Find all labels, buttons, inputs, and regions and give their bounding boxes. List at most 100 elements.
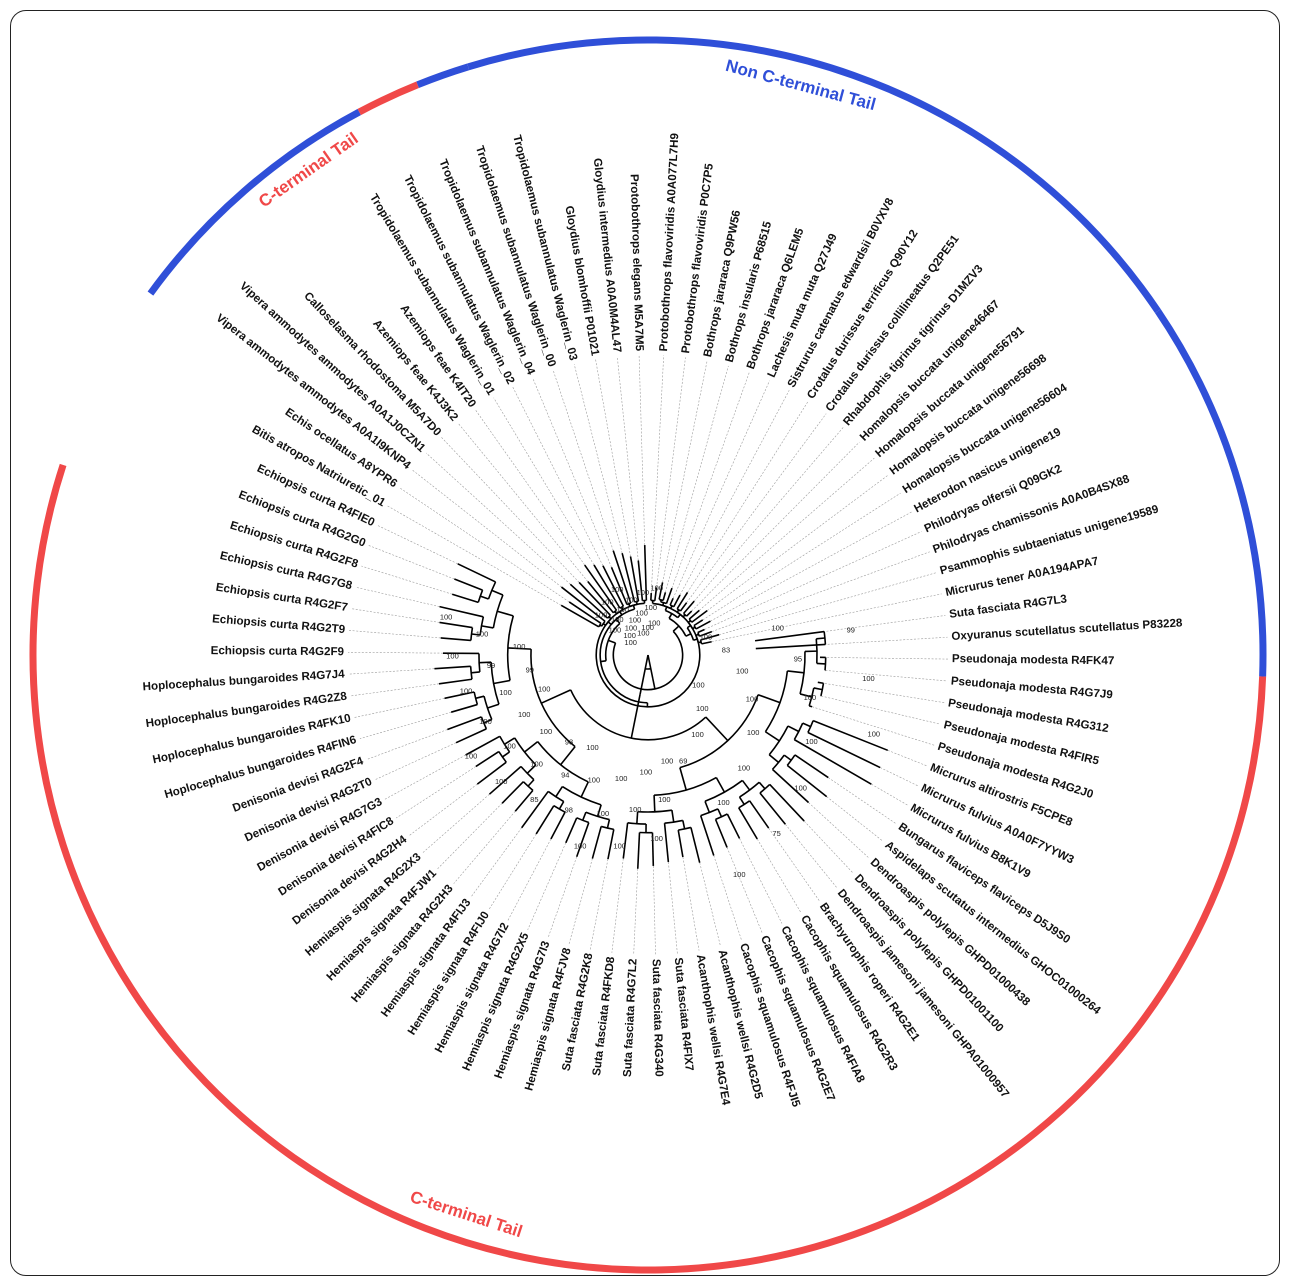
leader-line (387, 505, 562, 606)
bootstrap-value: 95 (794, 654, 802, 663)
leader-line (887, 750, 927, 767)
tip-branch (578, 581, 611, 616)
bootstrap-value: 99 (526, 665, 534, 674)
c-terminal-arc (29, 463, 1267, 1274)
tip-branch (676, 591, 689, 610)
branch-arc (669, 604, 675, 608)
bootstrap-value: 85 (530, 795, 538, 804)
internal-branch (527, 779, 535, 787)
tip-branch (560, 604, 600, 628)
tip-branch (569, 583, 609, 619)
leader-line (710, 511, 912, 622)
taxon-label-suta-fasciata-r4fix7: Suta fasciata R4FIX7 (672, 957, 696, 1072)
taxon-label-pseudonaja-modesta-r4fk47: Pseudonaja modesta R4FK47 (952, 652, 1115, 667)
bootstrap-value: 100 (440, 612, 453, 621)
leader-line (616, 356, 639, 561)
bootstrap-value: 100 (658, 795, 671, 804)
leader-line (719, 572, 937, 635)
tip-branch (693, 619, 704, 627)
internal-branch (501, 751, 511, 758)
internal-branch (600, 659, 607, 663)
leader-line (682, 856, 700, 951)
tip-branch (654, 587, 658, 601)
tip-branch (636, 832, 641, 869)
tip-branch (465, 735, 501, 756)
leader-lines (348, 355, 948, 955)
internal-branch (704, 800, 711, 813)
taxon-label-pseudonaja-modesta-r4g7j9: Pseudonaja modesta R4G7J9 (950, 674, 1113, 701)
bootstrap-value: 100 (586, 743, 599, 752)
leader-line (361, 565, 453, 595)
leader-line (470, 827, 522, 898)
leader-line (475, 409, 585, 566)
internal-branch (715, 777, 726, 793)
bootstrap-value: 94 (561, 771, 569, 780)
internal-branch (608, 639, 616, 644)
tip-branch (438, 678, 473, 685)
leader-line (399, 487, 570, 603)
internal-branch (679, 767, 687, 791)
c-terminal-arc-top-lower (357, 81, 419, 116)
branch-arc (477, 589, 484, 603)
tip-branch (637, 560, 644, 601)
branch-arc (600, 825, 614, 831)
tip-branch (685, 610, 693, 617)
tip-branch (794, 754, 829, 779)
internal-branch (483, 718, 493, 724)
bootstrap-value: 100 (615, 774, 628, 783)
internal-branch (479, 661, 492, 664)
leader-line (699, 457, 875, 611)
bootstrap-value: 100 (611, 585, 624, 594)
tip-branch (593, 564, 621, 609)
tip-branch (793, 738, 872, 785)
leader-line (755, 615, 946, 642)
bootstrap-value: 100 (771, 624, 784, 633)
tip-branch (688, 609, 700, 620)
leader-line (785, 824, 838, 889)
internal-branch (480, 595, 489, 600)
leader-line (493, 397, 595, 566)
leader-line (359, 711, 452, 739)
tip-branch (679, 602, 688, 612)
leader-line (441, 437, 580, 583)
branch-arc (479, 616, 485, 636)
leader-line (756, 838, 802, 914)
branch-arc (664, 819, 683, 825)
leader-line (411, 469, 562, 588)
bootstrap-value: 100 (868, 729, 881, 738)
branch-arc (771, 754, 785, 770)
leader-line (671, 372, 750, 589)
taxon-labels: Protobothrops flavoviridis A0A077L7H9 Pro… (142, 132, 1183, 1109)
tip-branch (612, 550, 632, 604)
internal-branch (504, 737, 516, 745)
tip-branch (450, 703, 478, 713)
bootstrap-value: 100 (625, 623, 638, 632)
internal-branch (540, 689, 572, 704)
bootstrap-value: 100 (746, 695, 759, 704)
tip-branch (700, 633, 720, 641)
internal-branch (705, 716, 729, 742)
branch-arc (665, 609, 679, 619)
tip-branch (454, 578, 483, 591)
leader-line (825, 670, 947, 682)
bootstrap-value: 100 (637, 629, 650, 638)
taxon-label-protobothrops-flavoviridis-a0a077l7h9: Protobothrops flavoviridis A0A077L7H9 (657, 132, 681, 352)
internal-branch (555, 786, 564, 798)
tip-branch (691, 609, 708, 623)
bootstrap-value: 100 (518, 710, 531, 719)
tip-branch (699, 630, 713, 637)
tip-branch (755, 643, 826, 650)
tip-branch (550, 811, 566, 840)
leader-line (711, 593, 942, 643)
branch-arc (522, 781, 534, 792)
leader-line (354, 698, 445, 718)
bootstrap-value: 100 (613, 841, 626, 850)
tip-branch (697, 628, 705, 634)
bootstrap-value: 100 (530, 759, 543, 768)
branch-arc (547, 790, 565, 803)
bootstrap-value: 100 (651, 584, 664, 593)
leader-line (819, 657, 948, 660)
tip-branch (812, 719, 889, 752)
tip-branch (629, 556, 640, 602)
leader-line (355, 586, 440, 607)
